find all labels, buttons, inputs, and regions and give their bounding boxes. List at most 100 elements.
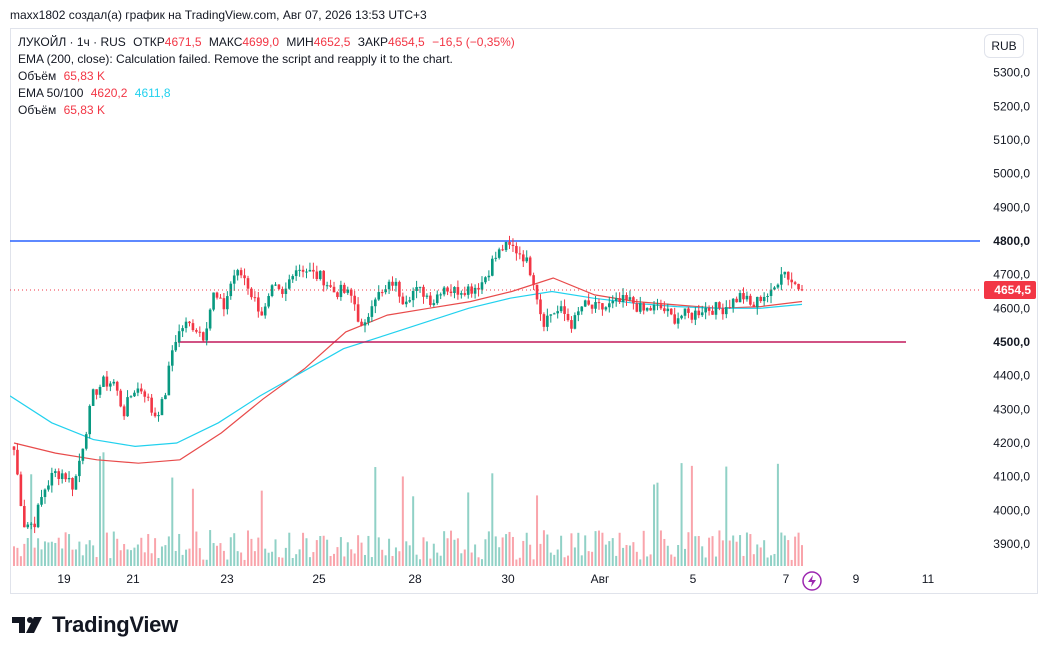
volume-bar: [401, 476, 404, 566]
volume-bar: [618, 532, 621, 566]
candle-body: [724, 307, 728, 315]
horizontal-levels[interactable]: [10, 240, 980, 343]
candle-body: [470, 286, 473, 294]
candle-body: [308, 269, 312, 272]
volume-bar: [494, 536, 497, 566]
candle-body: [191, 323, 195, 331]
candle-body: [460, 293, 463, 295]
volume-bar: [542, 530, 545, 566]
candle-body: [267, 296, 270, 307]
volume-bar: [477, 557, 480, 566]
currency-button[interactable]: RUB: [984, 34, 1024, 58]
time-tick-label: 5: [690, 572, 697, 586]
ema-50-100-row[interactable]: EMA 50/100 4620,2 4611,8: [18, 85, 515, 102]
candle-body: [415, 287, 418, 292]
volume-bar: [597, 530, 600, 566]
volume-bar: [126, 549, 129, 566]
volume-bar: [298, 549, 301, 566]
time-tick-label: 21: [126, 572, 140, 586]
candle-body: [239, 270, 243, 276]
volume-bar: [501, 537, 504, 566]
volume-bar: [30, 474, 33, 566]
price-axis[interactable]: 3900,0 4000,0 4100,0 4200,0 4300,0 4400,0 4500…: [993, 66, 1030, 551]
time-axis[interactable]: 19 21 23 25 28 30 Авг 5 7 9 11: [57, 572, 934, 586]
candle-body: [628, 297, 632, 300]
volume-bar: [745, 532, 748, 566]
volume-bar: [16, 547, 19, 566]
volume-row-2[interactable]: Объём 65,83 K: [18, 102, 515, 119]
candle-body: [346, 289, 350, 293]
price-tick-label: 4300,0: [993, 402, 1030, 416]
volume-bar: [284, 547, 287, 566]
candle-body: [153, 412, 157, 417]
volume-bar: [742, 555, 745, 566]
volume-bar: [419, 559, 422, 566]
lightning-icon[interactable]: [802, 571, 822, 591]
candle-body: [656, 304, 659, 306]
close-value: 4654,5: [388, 35, 425, 49]
candle-body: [638, 303, 642, 312]
candle-body: [243, 275, 246, 279]
volume-bar: [360, 542, 363, 566]
volume-bar: [188, 548, 191, 566]
candle-body: [552, 313, 556, 315]
candle-body: [181, 328, 184, 332]
price-tick-label: 5100,0: [993, 133, 1030, 147]
symbol-label[interactable]: ЛУКОЙЛ · 1ч · RUS: [18, 35, 126, 49]
volume-bar: [37, 538, 40, 566]
volume-bar: [74, 549, 77, 566]
candle-body: [270, 285, 274, 297]
volume-bar: [394, 547, 397, 566]
volume-bar: [240, 552, 243, 566]
candle-body: [556, 311, 559, 314]
volume-row-1[interactable]: Объём 65,83 K: [18, 68, 515, 85]
candle-body: [411, 291, 415, 301]
volume-bar: [374, 467, 377, 566]
candle-body: [456, 287, 460, 295]
volume-bar: [288, 532, 291, 566]
volume-bar: [329, 555, 332, 566]
volume-bar: [467, 492, 470, 566]
time-tick-label: 30: [501, 572, 515, 586]
price-tick-label: 4900,0: [993, 200, 1030, 214]
candle-body: [769, 289, 773, 296]
volume-bar: [57, 537, 60, 566]
price-tick-label: 5200,0: [993, 99, 1030, 113]
volume-bar: [711, 536, 714, 566]
candle-body: [95, 389, 98, 395]
ema200-row[interactable]: EMA (200, close): Calculation failed. Re…: [18, 51, 515, 68]
candle-body: [236, 270, 239, 276]
volume-bar: [136, 544, 139, 566]
volume-bar: [250, 538, 253, 566]
volume-bar: [363, 554, 366, 566]
volume-bar: [47, 542, 50, 566]
volume-bar: [770, 555, 773, 566]
change-value: −16,5 (−0,35%): [432, 35, 515, 49]
volume-bar: [801, 545, 803, 566]
volume-bar: [308, 557, 311, 566]
candle-body: [549, 314, 553, 316]
volume-bar: [216, 545, 219, 566]
volume-bar: [181, 554, 184, 566]
candle-body: [494, 257, 498, 259]
time-tick-label: 19: [57, 572, 71, 586]
volume-bar: [666, 545, 669, 566]
candle-body: [84, 434, 88, 449]
candle-body: [33, 523, 36, 528]
volume-bar: [714, 556, 717, 566]
high-value: 4699,0: [242, 35, 280, 49]
volume-bar: [684, 548, 687, 566]
volume-bar: [205, 559, 208, 566]
volume-bar: [281, 557, 284, 566]
volume-bar: [167, 536, 170, 566]
volume-bar: [85, 544, 88, 566]
candle-body: [577, 311, 580, 316]
volume-bar: [677, 545, 680, 566]
candle-body: [793, 282, 797, 284]
candlestick-chart[interactable]: 3900,0 4000,0 4100,0 4200,0 4300,0 4400,0 4500…: [10, 28, 1038, 594]
candle-body: [78, 460, 81, 477]
volume-bar: [553, 554, 556, 566]
tradingview-logo[interactable]: TradingView: [12, 612, 178, 638]
volume-bar: [735, 541, 738, 566]
volume-bar: [752, 554, 755, 566]
